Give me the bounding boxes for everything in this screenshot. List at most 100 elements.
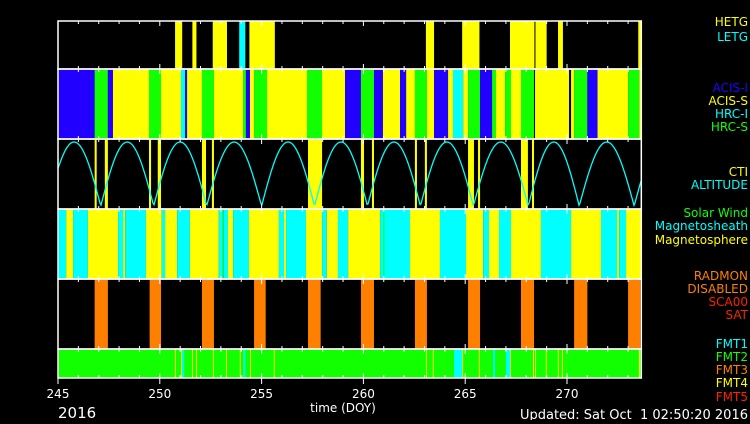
segment-yellow (175, 21, 183, 69)
segment-yellow (112, 69, 150, 139)
segment-yellow (432, 349, 434, 378)
segment-yellow (87, 209, 119, 279)
segment-yellow (149, 139, 152, 209)
x-tick-label: 260 (352, 387, 375, 401)
segment-green (254, 69, 268, 139)
legend-hrc-i: HRC-I (715, 107, 748, 121)
panels (57, 21, 642, 378)
panel-radiation-zone (58, 209, 642, 279)
segment-yellow (466, 209, 484, 279)
segment-cyan (286, 209, 306, 279)
segment-yellow (495, 69, 506, 139)
segment-yellow (617, 209, 620, 279)
segment-yellow (174, 349, 176, 378)
segment-yellow (228, 209, 234, 279)
legend-magnetosheath: Magnetosheath (655, 219, 748, 233)
segment-cyan (125, 209, 146, 279)
segment-yellow (478, 349, 480, 378)
panel-frames (57, 20, 643, 379)
legend-letg: LETG (717, 30, 748, 44)
segment-orange (628, 279, 641, 349)
legend-sat: SAT (726, 308, 749, 322)
segment-cyan (278, 209, 284, 279)
segment-yellow (326, 209, 338, 279)
segment-blue (480, 69, 493, 139)
segment-yellow (520, 139, 528, 209)
segment-yellow (532, 349, 534, 378)
x-tick-label: 265 (454, 387, 477, 401)
segment-yellow (161, 69, 181, 139)
segment-cyan (483, 209, 490, 279)
segment-blue (373, 69, 383, 139)
segment-yellow (425, 349, 427, 378)
segment-green (94, 69, 108, 139)
segment-yellow (638, 21, 642, 69)
segment-yellow (225, 349, 227, 378)
segment-orange (414, 279, 427, 349)
segment-yellow (305, 209, 323, 279)
segment-yellow (104, 139, 108, 209)
panel-grating (175, 21, 642, 69)
legend-solar-wind: Solar Wind (683, 206, 748, 220)
segment-cyan (223, 209, 229, 279)
segment-yellow (212, 21, 227, 69)
segment-yellow (145, 209, 162, 279)
segment-yellow (531, 139, 535, 209)
segment-yellow (196, 349, 198, 378)
segment-cyan (454, 349, 463, 378)
legend-altitude: ALTITUDE (691, 178, 748, 192)
legend-disabled: DISABLED (687, 282, 748, 296)
segment-yellow (239, 349, 241, 378)
segment-cyan (505, 349, 510, 378)
segment-blue (434, 69, 449, 139)
segment-yellow (626, 209, 642, 279)
segment-yellow (249, 69, 255, 139)
segment-yellow (535, 69, 570, 139)
segment-blue (345, 69, 361, 139)
segment-yellow (535, 21, 547, 69)
segment-yellow (348, 209, 381, 279)
segment-cyan (233, 209, 249, 279)
segment-green (468, 69, 481, 139)
segment-yellow (165, 209, 178, 279)
segment-cyan (73, 209, 88, 279)
segment-yellow (249, 349, 251, 378)
panel-cti-altitude (57, 139, 642, 209)
segment-yellow (267, 69, 308, 139)
segment-yellow (638, 349, 640, 378)
segment-yellow (426, 69, 435, 139)
segment-cyan (452, 69, 464, 139)
segment-yellow (571, 69, 575, 139)
segment-green (574, 69, 588, 139)
legend-acis-i: ACIS-I (713, 81, 748, 95)
legend-fmt3: FMT3 (716, 363, 748, 377)
segment-green (201, 69, 214, 139)
segment-yellow (273, 349, 275, 378)
segment-cyan (218, 209, 223, 279)
panel-instrument (58, 69, 642, 139)
segment-yellow (201, 139, 207, 209)
segment-yellow (478, 139, 481, 209)
segment-blue (185, 69, 188, 139)
segment-cyan (243, 349, 246, 378)
segment-green (414, 69, 427, 139)
segment-cyan (380, 209, 411, 279)
segment-yellow (191, 349, 193, 378)
segment-cyan (540, 209, 572, 279)
segment-yellow (557, 349, 559, 378)
segment-yellow (371, 139, 374, 209)
segment-yellow (511, 69, 521, 139)
x-tick-label: 245 (47, 387, 70, 401)
segment-yellow (462, 349, 464, 378)
segment-cyan (619, 209, 627, 279)
segment-yellow (463, 69, 469, 139)
segment-cyan (58, 209, 67, 279)
legend-sca00: SCA00 (709, 295, 748, 309)
segment-cyan (601, 209, 618, 279)
segment-cyan (161, 209, 166, 279)
x-tick-label: 250 (148, 387, 171, 401)
segment-yellow (597, 69, 629, 139)
legend-magnetosphere: Magnetosphere (655, 233, 748, 247)
